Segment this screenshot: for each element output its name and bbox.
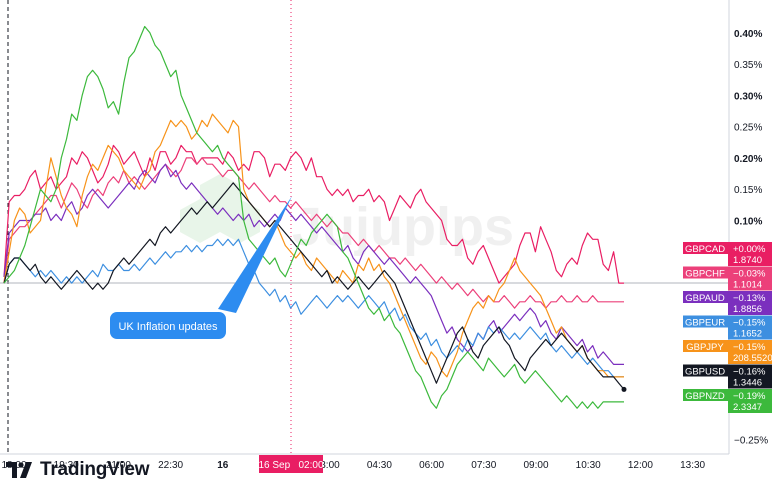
x-tick-label: 13:30 — [680, 460, 705, 471]
price-label-gbpusd[interactable]: GBPUSD −0.16%1.3446 — [683, 364, 772, 389]
x-highlight-box — [259, 455, 323, 473]
change-value: −0.19% — [733, 391, 766, 402]
change-value: −0.15% — [733, 318, 766, 329]
change-value: −0.16% — [733, 367, 766, 378]
value-tag — [728, 364, 772, 389]
symbol-name: GBPUSD — [685, 367, 725, 378]
brand-name: TradingView — [40, 459, 150, 480]
symbol-tag — [683, 364, 728, 377]
value-tag — [728, 266, 772, 291]
y-tick-label: 0.40% — [734, 29, 762, 40]
series-line-gbpusd[interactable] — [3, 182, 625, 390]
price-value: 1.8856 — [733, 304, 762, 315]
symbol-name: GBPEUR — [685, 318, 725, 329]
change-value: −0.15% — [733, 342, 766, 353]
value-tag — [728, 340, 772, 364]
symbol-name: GBPCAD — [685, 244, 725, 255]
watermark-logo: Jujuplps — [180, 174, 514, 257]
change-value: −0.13% — [733, 293, 766, 304]
value-tag — [728, 291, 772, 315]
value-tag — [728, 242, 772, 266]
symbol-name: GBPNZD — [685, 391, 725, 402]
symbol-name: GBPJPY — [686, 342, 724, 353]
y-tick-label: 0.10% — [734, 216, 762, 227]
price-label-gbpcad[interactable]: GBPCAD +0.00%1.8740 — [683, 242, 772, 266]
annotation-box — [110, 312, 226, 339]
price-label-gbpchf[interactable]: GBPCHF −0.03%1.1014 — [683, 266, 772, 291]
x-tick-label: 04:30 — [367, 460, 392, 471]
x-highlight-text: 16 Sep 02:00 — [258, 460, 323, 471]
price-value: 2.3347 — [733, 402, 762, 413]
x-tick-label: 06:00 — [419, 460, 444, 471]
symbol-tag — [683, 291, 728, 303]
y-tick-label: 0.20% — [734, 154, 762, 165]
price-label-gbpeur[interactable]: GBPEUR −0.15%1.1652 — [683, 315, 772, 340]
svg-text:Jujuplps: Jujuplps — [292, 197, 514, 257]
series-line-gbpeur[interactable] — [3, 238, 624, 378]
value-tag — [728, 315, 772, 340]
price-value: 1.3446 — [733, 378, 762, 389]
x-tick-label: 10:30 — [576, 460, 601, 471]
end-dots — [621, 386, 627, 392]
x-highlight-label[interactable]: 16 Sep 02:00 — [258, 455, 324, 473]
y-tick-label: 0.25% — [734, 123, 762, 134]
x-tick-label: 16 — [217, 460, 229, 471]
tradingview-logo-icon — [6, 462, 32, 478]
series-line-gbpjpy[interactable] — [3, 113, 624, 378]
y-tick-label: −0.25% — [734, 435, 768, 446]
price-label-gbpjpy[interactable]: GBPJPY −0.15%208.5520 — [683, 340, 773, 364]
symbol-tag — [683, 389, 728, 401]
price-value: 1.1652 — [733, 329, 762, 340]
price-label-gbpaud[interactable]: GBPAUD −0.13%1.8856 — [683, 291, 772, 315]
symbol-name: GBPCHF — [685, 269, 725, 280]
price-value: 208.5520 — [733, 353, 773, 364]
series-line-gbpcad[interactable] — [3, 144, 624, 284]
symbol-tag — [683, 315, 728, 328]
price-label-gbpnzd[interactable]: GBPNZD −0.19%2.3347 — [683, 389, 772, 413]
x-tick-label: 19:30 — [54, 460, 79, 471]
series-line-gbpnzd[interactable] — [3, 25, 624, 409]
x-tick-label: 09:00 — [523, 460, 548, 471]
change-value: +0.00% — [733, 244, 766, 255]
x-tick-label: 22:30 — [158, 460, 183, 471]
x-tick-label: 07:30 — [471, 460, 496, 471]
annotation-text: UK Inflation updates — [118, 321, 218, 333]
series-end-dot — [621, 386, 627, 392]
symbol-name: GBPAUD — [685, 293, 725, 304]
change-value: −0.03% — [733, 269, 766, 280]
symbol-tag — [683, 340, 728, 352]
series-layer — [3, 25, 625, 409]
y-tick-label: 0.30% — [734, 91, 762, 102]
annotation-pointer — [218, 196, 292, 313]
y-tick-label: 0.35% — [734, 60, 762, 71]
price-value: 1.1014 — [733, 280, 762, 291]
series-line-gbpchf[interactable] — [3, 157, 624, 309]
x-tick-label: 12:00 — [628, 460, 653, 471]
annotation-callout[interactable]: UK Inflation updates — [110, 196, 292, 339]
price-value: 1.8740 — [733, 255, 762, 266]
x-tick-label: 21:00 — [106, 460, 131, 471]
symbol-tag — [683, 266, 728, 279]
y-tick-label: 0.15% — [734, 185, 762, 196]
symbol-tag — [683, 242, 728, 254]
x-tick-label: 03:00 — [315, 460, 340, 471]
value-tag — [728, 389, 772, 413]
tradingview-brand[interactable]: TradingView — [6, 459, 150, 481]
